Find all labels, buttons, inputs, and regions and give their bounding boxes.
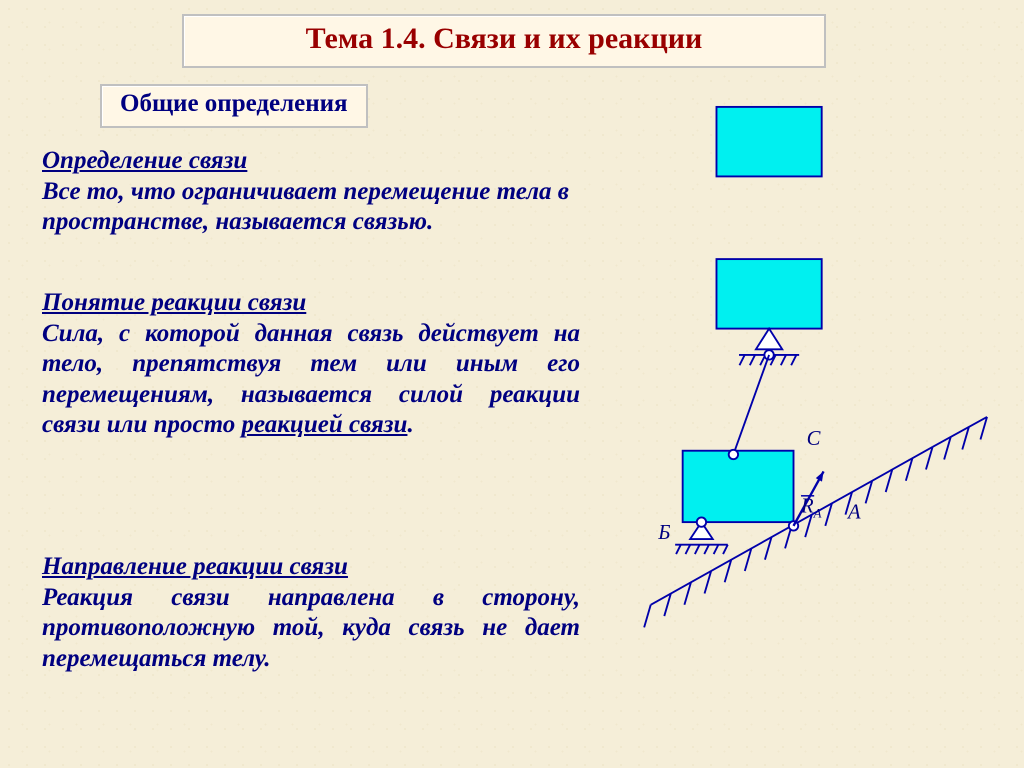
p2-heading: Понятие реакции связи	[42, 289, 306, 316]
p2-body-post: .	[407, 411, 413, 438]
svg-text:RA: RA	[800, 496, 822, 521]
p1-heading: Определение связи	[42, 147, 247, 174]
p3-body: Реакция связи направлена в сторону, прот…	[42, 584, 580, 672]
svg-text:Б: Б	[657, 522, 670, 544]
p2-body-ul: реакцией связи	[241, 411, 407, 438]
reaction-svjazi: Понятие реакции связи Сила, с которой да…	[42, 288, 580, 441]
p3-heading: Направление реакции связи	[42, 553, 348, 580]
direction-reaction: Направление реакции связи Реакция связи …	[42, 552, 580, 674]
subtitle-box: Общие определения	[100, 84, 368, 128]
constraint-diagram: C Б A RA	[610, 90, 1024, 710]
definition-svjazi: Определение связи Все то, что ограничива…	[42, 146, 582, 238]
svg-text:C: C	[807, 428, 821, 450]
subtitle-text: Общие определения	[120, 90, 348, 117]
svg-text:A: A	[846, 501, 861, 523]
title-text: Тема 1.4. Связи и их реакции	[306, 22, 703, 55]
title-box: Тема 1.4. Связи и их реакции	[182, 14, 826, 68]
p1-body: Все то, что ограничивает перемещение тел…	[42, 178, 569, 236]
